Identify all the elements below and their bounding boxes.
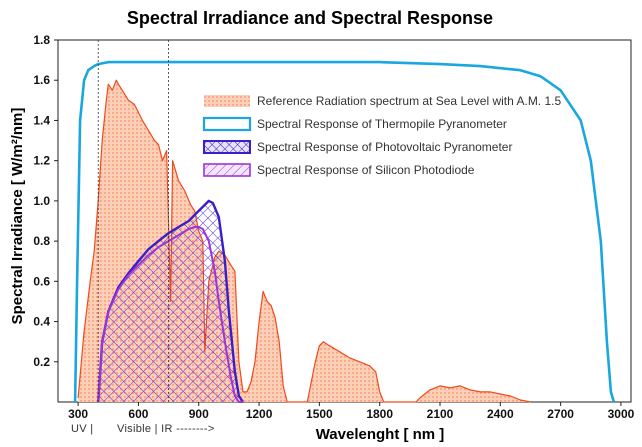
sea-level-spectrum-line	[77, 79, 531, 403]
thermopile-response-line	[73, 60, 616, 403]
silicon-photodiode-response-line	[97, 226, 243, 403]
silicon-photodiode-response-area	[98, 227, 243, 402]
y-tick-label: 1.8	[33, 33, 50, 47]
legend-swatch-thermopile-response	[202, 116, 252, 132]
chart-title: Spectral Irradiance and Spectral Respons…	[127, 8, 493, 28]
y-axis-title: Spectral Irradiance [ W/m²/nm]	[9, 108, 26, 325]
x-tick-label: 2700	[547, 407, 574, 421]
x-tick-label: 1800	[366, 407, 393, 421]
y-tick-label: 1.0	[33, 194, 50, 208]
x-tick-label: 2100	[427, 407, 454, 421]
band-label-visible-ir: Visible | IR -------->	[117, 423, 215, 435]
y-tick-label: 1.6	[33, 73, 50, 87]
y-tick-label: 0.6	[33, 274, 50, 288]
photovoltaic-response-line	[97, 199, 244, 403]
y-tick-label: 0.8	[33, 234, 50, 248]
x-tick-label: 2400	[487, 407, 514, 421]
x-tick-label: 300	[68, 407, 88, 421]
y-tick-label: 1.4	[33, 113, 50, 127]
x-tick-label: 900	[189, 407, 209, 421]
data-layer	[73, 40, 616, 403]
x-axis-title: Wavelenght [ nm ]	[316, 426, 445, 443]
legend: Reference Radiation spectrum at Sea Leve…	[202, 94, 561, 177]
legend-label-sea-level-spectrum: Reference Radiation spectrum at Sea Leve…	[257, 94, 561, 108]
band-label-uv: UV |	[71, 423, 93, 435]
x-tick-label: 1200	[246, 407, 273, 421]
tick-layer: 300 600 900 1200 1500 1800 2100 2400 2700 3000 0.2…	[33, 33, 634, 421]
x-tick-label: 3000	[608, 407, 635, 421]
x-tick-label: 1500	[306, 407, 333, 421]
legend-swatch-sea-level-spectrum	[204, 95, 250, 107]
y-tick-label: 0.2	[33, 355, 50, 369]
x-tick-label: 600	[128, 407, 148, 421]
legend-label-silicon-photodiode-response: Spectral Response of Silicon Photodiode	[257, 163, 475, 177]
y-tick-label: 0.4	[33, 315, 50, 329]
legend-label-photovoltaic-response: Spectral Response of Photovoltaic Pyrano…	[257, 140, 512, 154]
y-tick-label: 1.2	[33, 154, 50, 168]
legend-label-thermopile-response: Spectral Response of Thermopile Pyranome…	[257, 117, 507, 131]
legend-swatch-photovoltaic-response	[203, 140, 251, 154]
legend-swatch-silicon-photodiode-response	[203, 163, 251, 177]
